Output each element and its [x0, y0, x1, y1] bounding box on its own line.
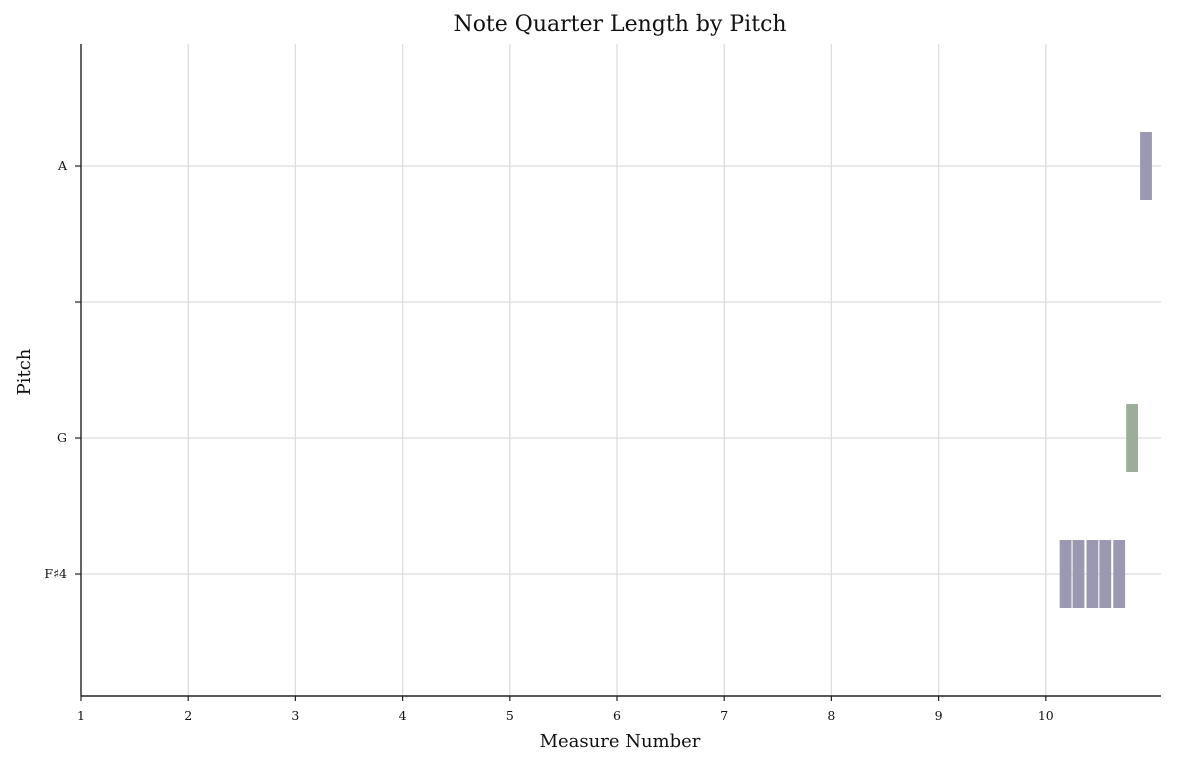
- x-tick-label: 5: [506, 708, 514, 723]
- note-bar: [1099, 540, 1112, 608]
- note-bar: [1126, 404, 1138, 472]
- note-bar: [1113, 540, 1126, 608]
- note-bar: [1086, 540, 1099, 608]
- x-axis-label: Measure Number: [540, 731, 701, 752]
- note-bar: [1059, 540, 1072, 608]
- x-tick-label: 2: [184, 708, 192, 723]
- y-tick-label: F♯4: [44, 566, 67, 581]
- axes: [80, 44, 1161, 697]
- x-tick-label: 1: [77, 708, 85, 723]
- y-tick-label: G: [57, 430, 67, 445]
- y-axis-label: Pitch: [14, 348, 35, 395]
- x-tick-label: 6: [613, 708, 621, 723]
- note-bar: [1072, 540, 1085, 608]
- x-tick-label: 7: [720, 708, 728, 723]
- x-tick-label: 10: [1038, 708, 1054, 723]
- x-tick-label: 4: [399, 708, 407, 723]
- x-ticks: 1 2 3 4 5 6 7 8 9 10: [77, 696, 1054, 723]
- note-bar: [1140, 132, 1152, 200]
- x-tick-label: 3: [291, 708, 299, 723]
- y-ticks: A G F♯4: [44, 158, 81, 581]
- y-tick-label: A: [57, 158, 68, 173]
- grid: [81, 44, 1161, 696]
- chart-title: Note Quarter Length by Pitch: [453, 12, 786, 37]
- x-tick-label: 8: [827, 708, 835, 723]
- x-tick-label: 9: [935, 708, 943, 723]
- notes: [1059, 132, 1152, 608]
